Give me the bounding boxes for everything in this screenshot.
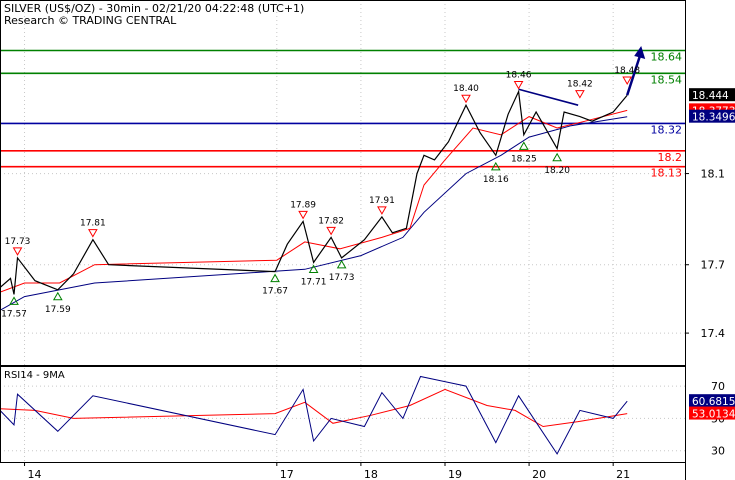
high-marker xyxy=(326,226,336,236)
low-label: 17.59 xyxy=(45,305,71,315)
x-tick-label: 20 xyxy=(532,468,546,480)
support-resistance-levels: 18.64 18.54 18.32 18.2 18.13 xyxy=(0,49,685,180)
low-label: 17.71 xyxy=(301,277,327,287)
high-label: 17.81 xyxy=(80,219,106,229)
low-label: 17.73 xyxy=(329,273,355,283)
low-marker xyxy=(270,273,280,283)
price-tag-bg xyxy=(689,88,735,102)
low-label: 18.20 xyxy=(544,166,570,176)
price-tick-label: 18.1 xyxy=(701,168,726,181)
high-marker xyxy=(461,94,471,104)
forecast-arrow-head xyxy=(634,45,646,59)
low-label: 18.16 xyxy=(483,175,509,185)
low-label: 17.67 xyxy=(262,287,288,297)
x-tick-label: 19 xyxy=(448,468,462,480)
low-label: 17.57 xyxy=(1,309,27,319)
level-label: 18.2 xyxy=(658,151,683,164)
high-label: 17.73 xyxy=(5,237,31,247)
high-marker xyxy=(575,90,585,99)
price-tick-label: 17.7 xyxy=(701,259,726,272)
high-label: 17.91 xyxy=(369,196,395,206)
rsi-title: RSI14 - 9MA xyxy=(4,370,65,381)
high-label: 17.89 xyxy=(290,200,316,210)
price-tick-label: 17.4 xyxy=(701,327,726,340)
x-tick-label: 21 xyxy=(616,468,630,480)
research-credit: Research © TRADING CENTRAL xyxy=(4,14,177,27)
x-tick-label: 14 xyxy=(28,468,42,480)
x-tick-label: 17 xyxy=(280,468,294,480)
high-marker xyxy=(12,247,23,256)
ma-long-line xyxy=(0,116,628,311)
low-label: 18.25 xyxy=(511,154,537,164)
low-marker xyxy=(518,141,529,150)
high-label: 17.82 xyxy=(318,216,344,226)
level-label: 18.54 xyxy=(651,73,683,86)
low-marker xyxy=(308,264,319,273)
price-grid xyxy=(0,0,685,462)
high-label: 18.48 xyxy=(614,66,640,76)
high-label: 18.42 xyxy=(567,80,593,90)
rsi-line xyxy=(0,375,628,455)
high-marker xyxy=(513,81,524,90)
rsi-tag: 60.6815 xyxy=(692,396,735,408)
price-tag: 18.3496 xyxy=(692,112,735,124)
level-label: 18.32 xyxy=(651,123,683,136)
x-tick-label: 18 xyxy=(364,468,378,480)
high-marker xyxy=(622,76,633,85)
price-series xyxy=(0,89,628,311)
price-tag: 18.444 xyxy=(692,90,729,102)
level-label: 18.64 xyxy=(651,51,683,64)
rsi-tick-label: 30 xyxy=(711,445,725,458)
price-tag-bg xyxy=(689,109,735,123)
rsi-tag-bg xyxy=(689,394,735,408)
high-label: 18.40 xyxy=(453,84,479,94)
low-marker xyxy=(552,152,562,162)
rsi-tag: 53.0134 xyxy=(692,409,735,421)
rsi-tag-bg xyxy=(689,406,735,420)
high-label: 18.46 xyxy=(506,71,532,81)
low-marker xyxy=(490,161,501,171)
low-marker xyxy=(9,296,19,305)
high-marker xyxy=(87,229,98,238)
price-line xyxy=(0,89,628,295)
rsi-series xyxy=(0,375,628,455)
high-marker xyxy=(298,210,308,220)
high-marker xyxy=(377,206,387,215)
x-axis: 14 17 18 19 20 21 xyxy=(24,462,630,480)
trendline xyxy=(518,88,579,106)
rsi-tick-label: 70 xyxy=(711,380,725,393)
low-marker xyxy=(336,259,347,269)
ma-short-line xyxy=(0,109,628,293)
level-label: 18.13 xyxy=(651,167,683,180)
chart-title: SILVER (US$/OZ) - 30min - 02/21/20 04:22… xyxy=(4,2,304,15)
forecast-arrow-shaft xyxy=(625,51,643,96)
rsi-ma-line xyxy=(0,388,628,428)
low-marker xyxy=(52,291,63,301)
